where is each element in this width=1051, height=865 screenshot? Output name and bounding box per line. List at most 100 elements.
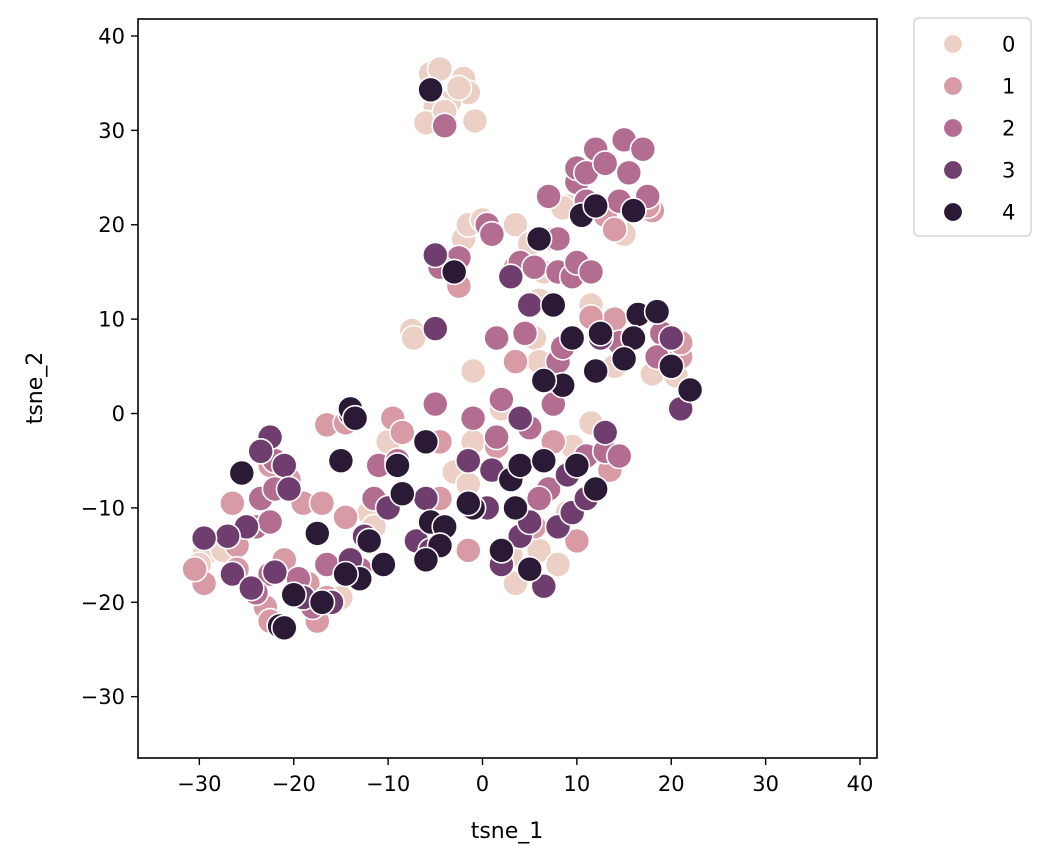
data-point-series-2 — [478, 220, 506, 248]
data-point-series-4 — [530, 367, 558, 394]
data-point-series-4 — [384, 452, 411, 479]
legend-frame — [913, 17, 1032, 237]
data-point-series-2 — [521, 253, 548, 281]
data-point-series-2 — [525, 485, 553, 512]
data-point-series-4 — [303, 520, 331, 547]
data-point-series-2 — [605, 442, 633, 470]
data-point-series-2 — [256, 508, 284, 536]
data-point-series-1 — [563, 527, 591, 555]
legend-label-0: 0 — [1002, 33, 1015, 57]
y-tick-label: 30 — [98, 119, 125, 143]
y-tick-label: −20 — [81, 591, 125, 615]
x-tick-label: −30 — [177, 772, 221, 796]
data-point-series-3 — [506, 404, 534, 432]
data-point-series-1 — [332, 503, 359, 531]
data-point-series-4 — [417, 76, 444, 104]
data-point-series-1 — [308, 489, 336, 517]
data-point-series-4 — [332, 560, 359, 588]
legend-label-4: 4 — [1002, 201, 1015, 225]
data-point-series-3 — [516, 291, 544, 319]
data-point-series-2 — [483, 324, 510, 352]
data-point-series-4 — [516, 555, 544, 583]
data-point-series-4 — [610, 345, 638, 373]
data-point-series-0 — [461, 107, 489, 135]
data-point-series-3 — [275, 475, 303, 503]
data-point-series-4 — [582, 357, 610, 385]
data-point-series-0 — [544, 551, 572, 578]
data-point-series-2 — [615, 159, 643, 187]
data-point-series-3 — [270, 452, 298, 479]
data-point-series-3 — [497, 263, 525, 291]
data-point-series-4 — [228, 459, 256, 487]
data-point-series-1 — [181, 555, 208, 583]
legend: 0 1 2 3 4 — [913, 17, 1032, 237]
data-point-series-4 — [643, 298, 671, 325]
legend-marker-2 — [942, 117, 964, 139]
data-point-series-4 — [558, 324, 586, 352]
legend-label-3: 3 — [1002, 159, 1015, 183]
data-point-series-3 — [412, 485, 440, 512]
y-axis-ticks: −30 −20 −10 0 10 20 30 40 — [81, 24, 138, 709]
x-tick-label: 10 — [564, 772, 591, 796]
data-point-series-4 — [539, 291, 567, 319]
data-point-series-4 — [454, 489, 482, 517]
data-point-series-0 — [459, 357, 487, 385]
data-point-series-4 — [341, 404, 369, 432]
data-point-series-3 — [190, 524, 218, 552]
data-point-series-2 — [421, 390, 449, 418]
data-point-series-3 — [421, 315, 449, 342]
data-point-series-4 — [327, 447, 355, 475]
data-point-series-4 — [488, 537, 515, 564]
legend-label-2: 2 — [1002, 117, 1015, 141]
data-point-series-2 — [511, 319, 539, 347]
data-point-series-1 — [601, 216, 628, 243]
legend-marker-0 — [942, 33, 964, 55]
data-point-series-4 — [355, 527, 383, 555]
data-point-series-3 — [247, 437, 275, 465]
legend-marker-1 — [942, 75, 964, 97]
data-point-series-0 — [502, 211, 529, 238]
data-point-series-1 — [219, 489, 246, 517]
data-point-series-2 — [483, 423, 510, 451]
y-tick-label: −10 — [81, 496, 125, 520]
data-point-series-4 — [582, 192, 610, 220]
y-tick-label: 20 — [98, 213, 125, 237]
data-point-series-4 — [412, 428, 440, 456]
data-point-series-4 — [563, 452, 591, 479]
data-point-series-4 — [620, 197, 647, 224]
data-point-series-3 — [657, 324, 685, 352]
data-point-series-3 — [421, 241, 449, 269]
y-tick-label: 40 — [98, 24, 125, 48]
data-point-series-3 — [261, 558, 289, 586]
points-layer — [181, 55, 704, 642]
data-point-series-4 — [502, 494, 529, 522]
y-tick-label: −30 — [81, 685, 125, 709]
data-point-series-3 — [530, 572, 558, 600]
data-point-series-4 — [657, 352, 685, 380]
y-tick-label: 10 — [98, 308, 125, 332]
x-tick-label: −10 — [366, 772, 410, 796]
x-tick-label: 40 — [847, 772, 874, 796]
data-point-series-1 — [454, 537, 482, 564]
data-point-series-4 — [370, 551, 397, 578]
y-axis-title: tsne_2 — [23, 352, 48, 425]
data-point-series-2 — [577, 258, 605, 286]
x-tick-label: 0 — [476, 772, 489, 796]
data-point-series-4 — [676, 376, 704, 404]
data-point-series-1 — [502, 348, 529, 375]
x-axis-ticks: −30 −20 −10 0 10 20 30 40 — [177, 758, 873, 796]
data-point-series-4 — [412, 546, 440, 574]
data-point-series-2 — [459, 404, 487, 432]
data-point-series-4 — [440, 258, 468, 286]
data-point-series-3 — [591, 419, 619, 446]
data-point-series-1 — [388, 419, 416, 446]
y-tick-label: 0 — [112, 402, 125, 426]
data-point-series-4 — [280, 581, 308, 609]
legend-label-1: 1 — [1002, 75, 1015, 99]
data-point-series-2 — [535, 183, 562, 210]
data-point-series-4 — [308, 588, 336, 616]
x-tick-label: −20 — [272, 772, 316, 796]
data-point-series-4 — [525, 225, 553, 253]
data-point-series-4 — [530, 447, 558, 475]
